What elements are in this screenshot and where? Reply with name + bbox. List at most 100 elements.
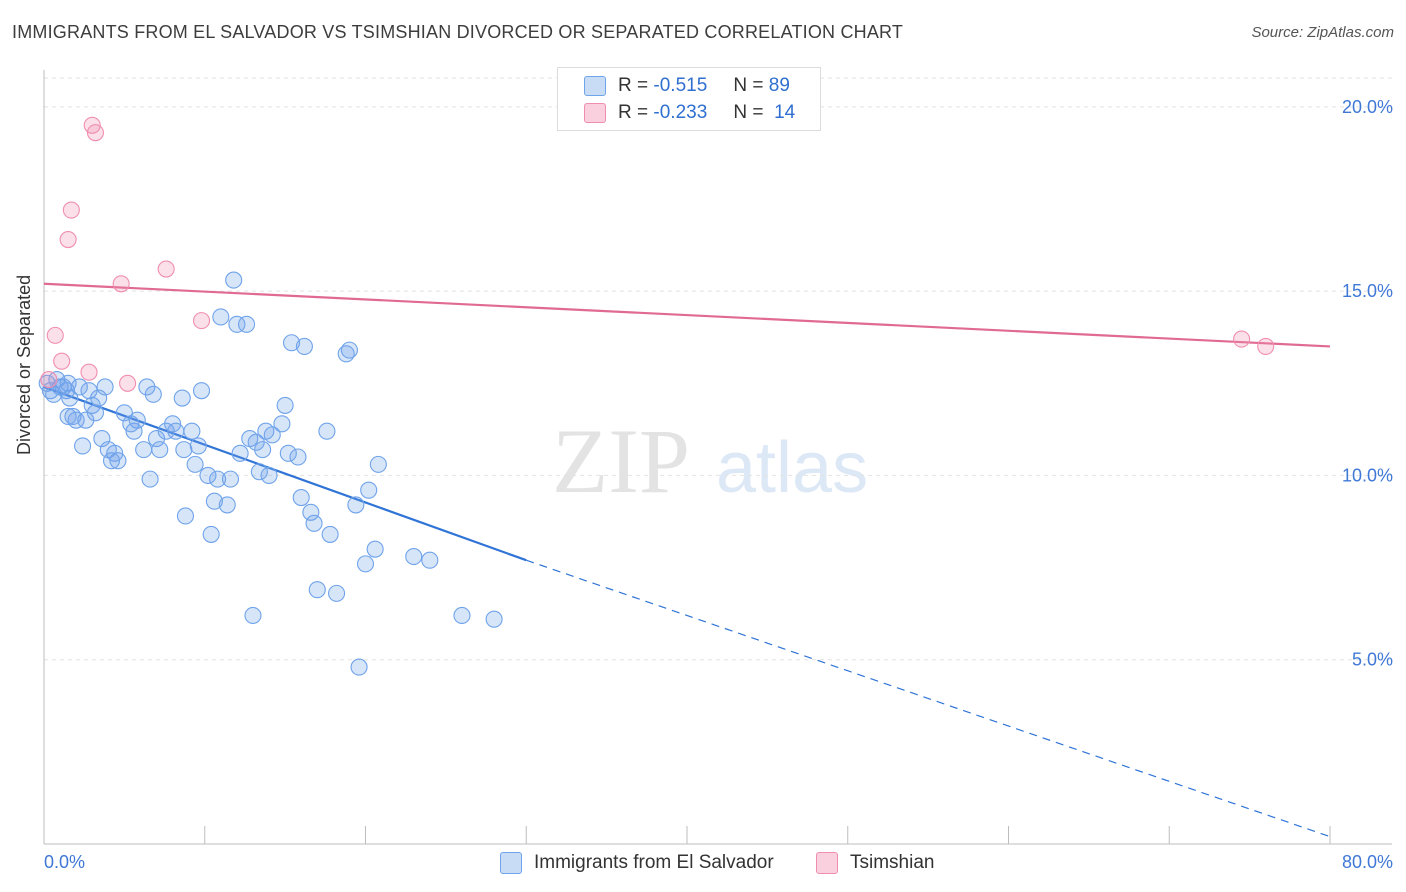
point-tsimshian [40, 371, 58, 389]
point-el-salvador [347, 496, 365, 514]
tick-labels: 5.0% 10.0% 15.0% 20.0% 0.0% 80.0% [44, 97, 1393, 872]
legend-n-label: N = [733, 75, 764, 96]
point-el-salvador [263, 426, 281, 444]
point-tsimshian [1233, 330, 1251, 348]
point-el-salvador [209, 470, 227, 488]
point-el-salvador [125, 422, 143, 440]
point-el-salvador [189, 437, 207, 455]
point-el-salvador [421, 551, 439, 569]
point-tsimshian [1257, 337, 1275, 355]
y-tick-label: 15.0% [1342, 281, 1393, 301]
bottom-legend-label: Tsimshian [850, 852, 935, 873]
point-el-salvador [59, 374, 77, 392]
point-el-salvador [151, 441, 169, 459]
point-tsimshian [86, 124, 104, 142]
point-el-salvador [260, 466, 278, 484]
trend-line-el-salvador-extension [526, 559, 1331, 838]
legend-r-label: R = [618, 75, 649, 96]
point-el-salvador [86, 404, 104, 422]
point-el-salvador [212, 308, 230, 326]
point-tsimshian [53, 352, 71, 370]
watermark-atlas: atlas [716, 428, 868, 508]
point-el-salvador [93, 430, 111, 448]
point-el-salvador [205, 492, 223, 510]
point-tsimshian [192, 312, 211, 330]
point-tsimshian [59, 230, 77, 249]
point-el-salvador [295, 337, 313, 355]
trend-lines [43, 282, 1331, 838]
point-el-salvador [305, 514, 323, 532]
x-tick-label: 80.0% [1342, 852, 1393, 872]
point-el-salvador [237, 315, 256, 333]
legend-swatch-blue [584, 76, 606, 96]
point-el-salvador [318, 422, 336, 440]
point-tsimshian [80, 363, 98, 381]
point-el-salvador [485, 610, 503, 628]
legend-r-value: -0.233 [653, 102, 708, 123]
point-el-salvador [302, 503, 320, 521]
source-label: Source: ZipAtlas.com [1251, 24, 1394, 41]
point-tsimshian [62, 201, 80, 219]
y-tick-label: 10.0% [1342, 465, 1393, 485]
point-el-salvador [70, 378, 88, 396]
point-el-salvador [183, 422, 201, 440]
point-el-salvador [292, 488, 310, 507]
point-el-salvador [273, 415, 291, 433]
point-tsimshian [157, 260, 175, 278]
point-el-salvador [360, 481, 378, 499]
point-el-salvador [144, 385, 162, 403]
point-tsimshian [119, 374, 137, 392]
point-el-salvador [135, 441, 153, 459]
point-el-salvador [186, 455, 204, 473]
point-el-salvador [321, 525, 339, 543]
point-el-salvador [74, 437, 92, 455]
point-el-salvador [173, 389, 191, 407]
point-el-salvador [366, 540, 384, 558]
point-el-salvador [199, 466, 217, 484]
legend-row-tsimshian: R = -0.233 N = 14 [584, 101, 795, 125]
legend-r-value: -0.515 [653, 75, 708, 96]
point-el-salvador [453, 606, 471, 625]
point-el-salvador [276, 396, 294, 414]
point-el-salvador [176, 507, 195, 525]
point-el-salvador [115, 404, 133, 422]
stats-legend: R = -0.515 N = 89 R = -0.233 N = 14 [557, 67, 821, 131]
trend-line-tsimshian [43, 282, 1331, 348]
point-el-salvador [283, 334, 301, 352]
axes [43, 70, 1392, 845]
legend-swatch-pink [584, 103, 606, 123]
gridlines [44, 77, 1392, 661]
point-el-salvador [405, 547, 423, 566]
point-el-salvador [90, 389, 108, 407]
point-el-salvador [202, 525, 220, 543]
point-el-salvador [369, 455, 387, 473]
point-el-salvador [128, 411, 146, 429]
point-el-salvador [109, 452, 127, 470]
y-tick-label: 20.0% [1342, 97, 1393, 117]
bottom-legend-el-salvador: Immigrants from El Salvador [500, 852, 774, 874]
point-el-salvador [228, 315, 246, 333]
point-el-salvador [356, 555, 375, 573]
point-el-salvador [279, 444, 297, 462]
legend-row-el-salvador: R = -0.515 N = 89 [584, 74, 790, 98]
bottom-legend-swatch-pink [816, 852, 838, 874]
point-el-salvador [96, 378, 114, 396]
point-tsimshian [112, 275, 130, 293]
point-el-salvador [61, 389, 79, 407]
point-el-salvador [250, 463, 268, 481]
y-axis-label: Divorced or Separated [14, 274, 34, 455]
legend-n-value: 14 [774, 102, 796, 123]
legend-n-label: N = [733, 102, 764, 123]
data-points [38, 116, 1275, 676]
point-el-salvador [340, 341, 358, 359]
point-el-salvador [167, 422, 185, 440]
bottom-legend-label: Immigrants from El Salvador [534, 852, 774, 873]
x-tick-label: 0.0% [44, 852, 85, 872]
point-el-salvador [59, 407, 77, 426]
point-el-salvador [225, 271, 243, 289]
point-el-salvador [218, 496, 236, 514]
point-el-salvador [328, 584, 346, 602]
y-tick-label: 5.0% [1352, 650, 1393, 670]
bottom-legend-tsimshian: Tsimshian [816, 852, 934, 874]
